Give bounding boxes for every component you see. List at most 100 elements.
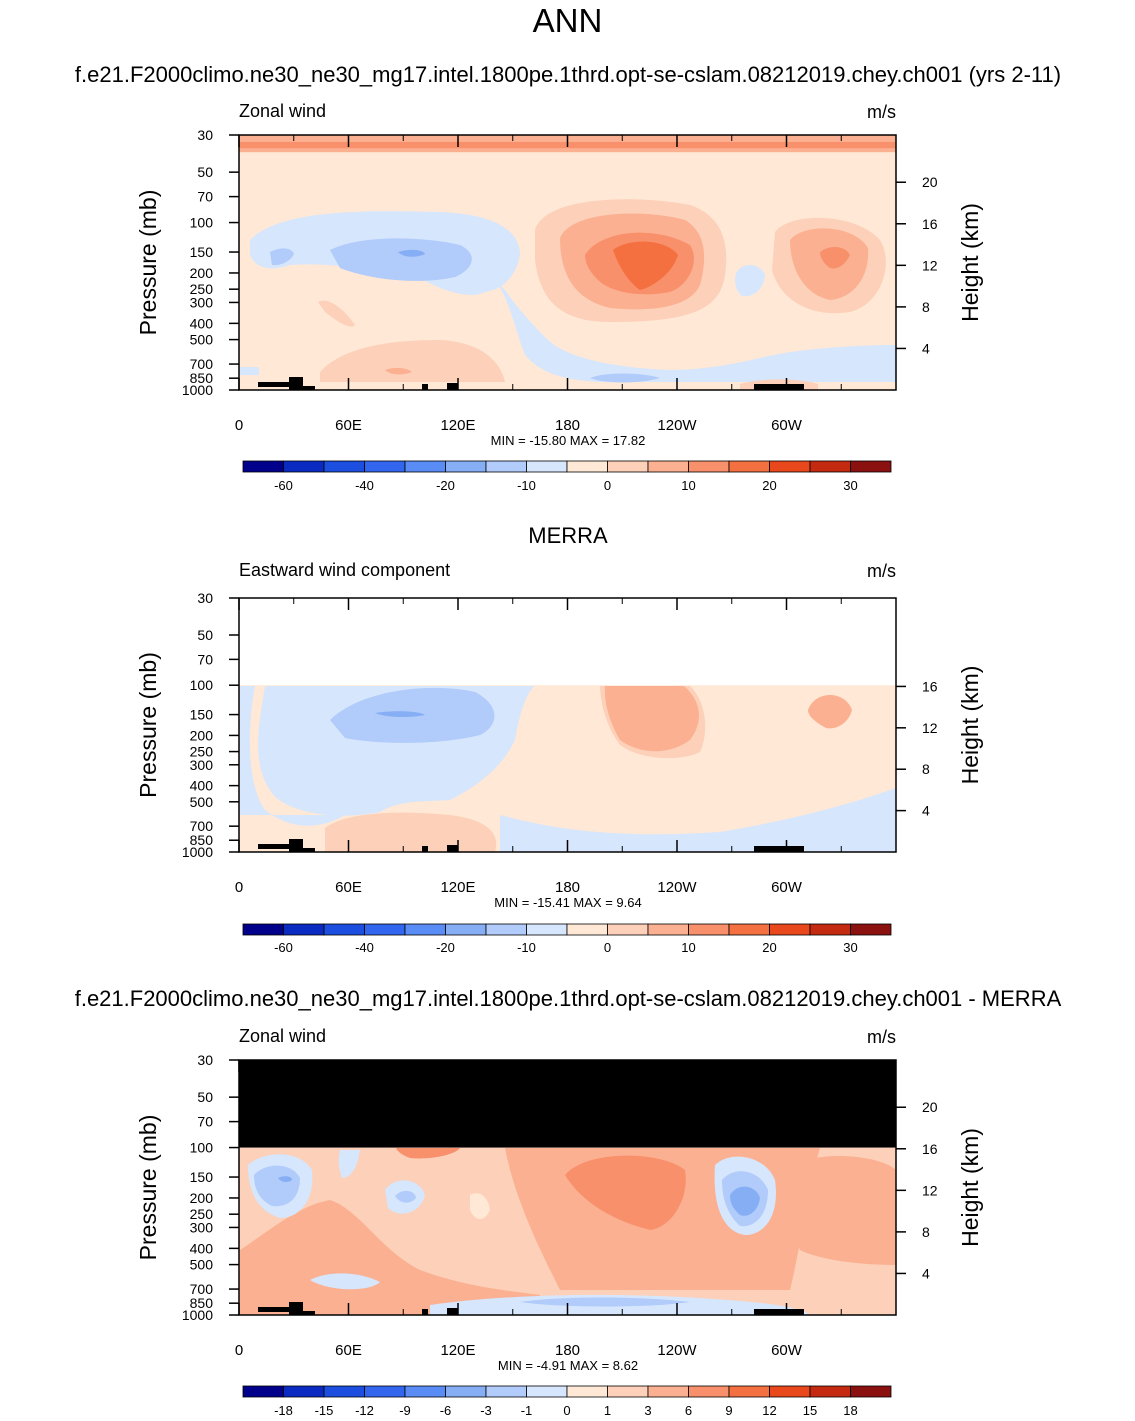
easterly-contour (590, 373, 660, 383)
colorbar-swatch (364, 1385, 406, 1398)
topography (258, 844, 291, 849)
panel-title: f.e21.F2000climo.ne30_ne30_mg17.intel.18… (75, 986, 1062, 1011)
y-tick-label: 30 (197, 127, 213, 143)
y-tick-label: 400 (190, 315, 214, 331)
topography (289, 1302, 303, 1315)
westerly-core (604, 686, 699, 752)
right-axis-label: Height (km) (957, 666, 983, 785)
y-tick-label: 50 (197, 164, 213, 180)
colorbar-label: 12 (762, 1403, 776, 1418)
colorbar-label: 15 (803, 1403, 817, 1418)
left-string: Zonal wind (239, 1026, 326, 1046)
colorbar-label: 10 (681, 940, 695, 955)
topography (303, 386, 315, 390)
y-tick-label: 500 (190, 794, 214, 810)
colorbar-swatch (566, 923, 608, 936)
right-axis-label: Height (km) (957, 1128, 983, 1247)
x-tick-label: 120W (657, 417, 697, 434)
colorbar-swatch (323, 923, 365, 936)
y-tick-label: 300 (190, 757, 214, 773)
colorbar-swatch (647, 460, 689, 473)
min-max-label: MIN = -4.91 MAX = 8.62 (498, 1358, 638, 1373)
colorbar-swatch (404, 460, 446, 473)
colorbar-label: 20 (762, 478, 776, 493)
colorbar-label: 0 (604, 478, 611, 493)
right-axis-label: Height (km) (957, 203, 983, 322)
colorbar-swatch (728, 923, 770, 936)
topography (303, 1311, 315, 1315)
y-tick-label: 250 (190, 1206, 214, 1222)
colorbar-label: -10 (517, 478, 536, 493)
height-tick-label: 4 (922, 340, 930, 356)
x-tick-label: 0 (235, 417, 243, 434)
main-title: ANN (532, 2, 603, 39)
colorbar-swatch (809, 1385, 851, 1398)
panel-3: f.e21.F2000climo.ne30_ne30_mg17.intel.18… (75, 986, 1062, 1418)
topography (258, 1307, 291, 1312)
colorbar-swatch (769, 923, 811, 936)
colorbar-swatch (485, 923, 527, 936)
colorbar-swatch (526, 1385, 568, 1398)
colorbar-swatch (769, 1385, 811, 1398)
colorbar-swatch (728, 460, 770, 473)
easterly-contour (239, 367, 259, 376)
colorbar-swatch (242, 1385, 284, 1398)
colorbar-swatch (647, 1385, 689, 1398)
y-tick-label: 30 (197, 1052, 213, 1068)
y-tick-label: 500 (190, 332, 214, 348)
colorbar-swatch (850, 923, 892, 936)
colorbar-swatch (769, 460, 811, 473)
colorbar-label: -9 (399, 1403, 411, 1418)
x-tick-label: 0 (235, 879, 243, 896)
y-tick-label: 150 (190, 1169, 214, 1185)
colorbar-label: -12 (355, 1403, 374, 1418)
colorbar-swatch (364, 460, 406, 473)
units-label: m/s (867, 102, 896, 122)
x-tick-label: 60E (335, 879, 362, 896)
diff-contour (338, 1150, 360, 1178)
easterly-contour (500, 788, 896, 852)
colorbar-label: -6 (440, 1403, 452, 1418)
height-tick-label: 8 (922, 299, 930, 315)
colorbar-label: -40 (355, 478, 374, 493)
colorbar-swatch (566, 460, 608, 473)
colorbar-swatch (566, 1385, 608, 1398)
y-tick-label: 200 (190, 1190, 214, 1206)
colorbar-label: 9 (725, 1403, 732, 1418)
easterly-contour (735, 264, 765, 297)
y-tick-label: 100 (190, 215, 214, 231)
jet-core (820, 246, 850, 269)
topography (289, 839, 303, 852)
easterly-contour (270, 248, 294, 266)
height-tick-label: 20 (922, 174, 938, 190)
colorbar-swatch (809, 460, 851, 473)
x-tick-label: 180 (555, 879, 580, 896)
height-tick-label: 16 (922, 678, 938, 694)
colorbar-label: -20 (436, 478, 455, 493)
height-tick-label: 4 (922, 1265, 930, 1281)
y-tick-label: 400 (190, 778, 214, 794)
y-tick-label: 100 (190, 1140, 214, 1156)
colorbar-label: 1 (604, 1403, 611, 1418)
colorbar-label: 6 (685, 1403, 692, 1418)
y-tick-label: 150 (190, 707, 214, 723)
colorbar-swatch (526, 460, 568, 473)
colorbar-swatch (688, 460, 730, 473)
x-tick-label: 180 (555, 1342, 580, 1359)
y-axis-label: Pressure (mb) (135, 190, 161, 336)
colorbar-label: 30 (843, 940, 857, 955)
height-tick-label: 12 (922, 257, 938, 273)
y-tick-label: 250 (190, 744, 214, 760)
y-tick-label: 70 (197, 1114, 213, 1130)
height-tick-label: 12 (922, 720, 938, 736)
colorbar-swatch (809, 923, 851, 936)
colorbar-swatch (404, 923, 446, 936)
x-tick-label: 120E (440, 1342, 475, 1359)
y-tick-label: 70 (197, 651, 213, 667)
diff-contour (254, 1165, 300, 1207)
colorbar-swatch (445, 1385, 487, 1398)
height-tick-label: 16 (922, 1141, 938, 1157)
colorbar-swatch (445, 460, 487, 473)
easterly-contour (240, 686, 345, 826)
